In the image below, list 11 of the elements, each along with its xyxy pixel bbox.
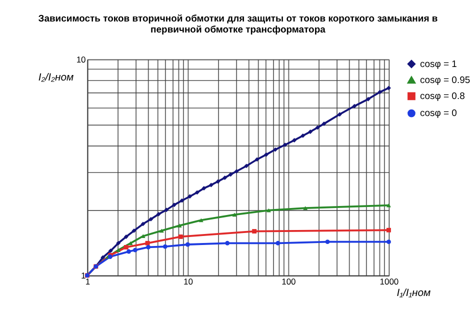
x-tick-label: 1000	[380, 276, 399, 286]
x-tick-label: 100	[282, 276, 296, 286]
y-axis-title: I₂/I₂ном	[38, 72, 74, 84]
x-axis-title: I₁/I₁ном	[396, 288, 431, 299]
text: Зависимость токов вторичной обмотки для защиты от токов короткого замыкания в	[38, 13, 438, 24]
legend-label: cosφ = 0.95	[420, 74, 470, 86]
x-tick-label: 10	[183, 276, 194, 286]
text: первичной обмотке трансформатора	[150, 24, 326, 36]
legend-label: cosφ = 0.8	[420, 91, 465, 102]
legend-label: cosφ = 0	[420, 108, 457, 120]
legend-label: cosφ = 1	[420, 58, 457, 70]
